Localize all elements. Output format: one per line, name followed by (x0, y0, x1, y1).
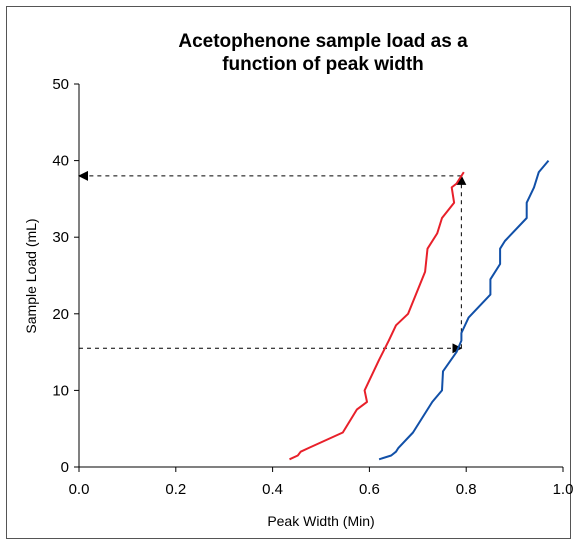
y-tick-label: 30 (52, 229, 69, 246)
y-axis-label: Sample Load (mL) (23, 218, 39, 333)
x-axis-label: Peak Width (Min) (267, 513, 374, 529)
series-line-blue (378, 159, 550, 461)
y-tick-label: 0 (61, 459, 69, 476)
x-axis-ticks: 0.0 0.2 0.4 0.6 0.8 1.0 (69, 467, 574, 498)
x-tick-label: 1.0 (553, 481, 574, 498)
x-tick-label: 0.4 (262, 481, 283, 498)
chart-title-line-1: Acetophenone sample load as a (178, 31, 468, 52)
x-tick-label: 0.2 (165, 481, 186, 498)
annotation-arrows (78, 170, 467, 354)
y-tick-label: 50 (52, 76, 69, 93)
y-tick-label: 40 (52, 153, 69, 170)
series-lines (289, 159, 550, 461)
x-tick-label: 0.6 (359, 481, 380, 498)
chart-title-line-2: function of peak width (222, 54, 424, 75)
x-tick-label: 0.8 (456, 481, 477, 498)
y-tick-label: 10 (52, 382, 69, 399)
y-axis-ticks: 0 10 20 30 40 50 (52, 76, 79, 476)
chart-frame (6, 6, 571, 539)
y-tick-label: 20 (52, 306, 69, 323)
x-tick-label: 0.0 (69, 481, 90, 498)
series-line-red (289, 171, 465, 461)
